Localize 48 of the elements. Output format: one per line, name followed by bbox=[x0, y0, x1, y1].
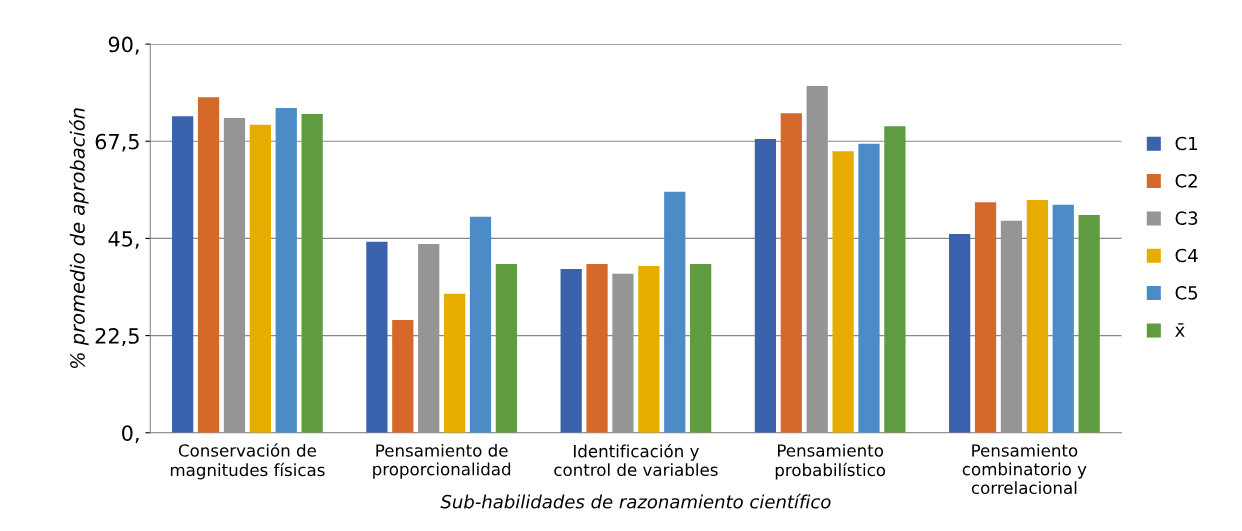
bar bbox=[664, 191, 686, 433]
bar bbox=[832, 151, 854, 433]
legend-label: C5 bbox=[1175, 286, 1198, 300]
legend-label: C2 bbox=[1175, 174, 1197, 188]
y-tick-label: 22,5 bbox=[95, 328, 139, 346]
bar bbox=[612, 273, 634, 433]
legend-label: C1 bbox=[1175, 136, 1197, 151]
x-tick-label: Pensamiento combinatorio y correlacional bbox=[962, 443, 1087, 495]
bar bbox=[949, 234, 971, 433]
bar bbox=[884, 126, 906, 433]
legend-label: C3 bbox=[1175, 211, 1198, 225]
bar bbox=[172, 116, 194, 433]
y-tick-label: 90, bbox=[108, 36, 139, 55]
bar bbox=[690, 263, 712, 433]
bar bbox=[974, 202, 997, 433]
bar bbox=[223, 117, 246, 433]
y-axis-title: % promedio de aprobación bbox=[69, 108, 89, 369]
bar bbox=[858, 143, 880, 433]
bar bbox=[443, 293, 466, 433]
x-tick-label: Pensamiento probabilístico bbox=[775, 443, 886, 480]
legend-label: C4 bbox=[1175, 248, 1198, 263]
bar bbox=[560, 269, 582, 433]
y-tick-label: 45, bbox=[108, 231, 139, 249]
y-tick-label: 0, bbox=[122, 425, 139, 444]
bar bbox=[301, 114, 323, 433]
bar bbox=[638, 266, 660, 433]
legend-label: x̄ bbox=[1175, 323, 1185, 337]
bar bbox=[1078, 215, 1100, 433]
bar bbox=[806, 85, 828, 433]
bar bbox=[495, 263, 518, 433]
bar bbox=[275, 107, 297, 433]
bar bbox=[1026, 199, 1048, 433]
bar bbox=[197, 97, 220, 433]
bar bbox=[1052, 204, 1074, 433]
bar bbox=[469, 216, 492, 433]
bar bbox=[392, 320, 414, 433]
bar bbox=[1000, 220, 1023, 433]
bar bbox=[249, 124, 271, 433]
bar bbox=[754, 139, 777, 433]
x-tick-label: Pensamiento de proporcionalidad bbox=[373, 443, 511, 479]
bar bbox=[418, 244, 440, 433]
x-tick-label: Conservación de magnitudes físicas bbox=[170, 443, 325, 480]
y-tick-label: 67,5 bbox=[95, 133, 139, 152]
bar bbox=[780, 113, 802, 433]
x-axis-title: Sub-habilidades de razonamiento científico bbox=[440, 493, 831, 509]
bar bbox=[586, 263, 608, 433]
bar bbox=[366, 241, 388, 433]
x-tick-label: Identificación y control de variables bbox=[554, 443, 718, 477]
